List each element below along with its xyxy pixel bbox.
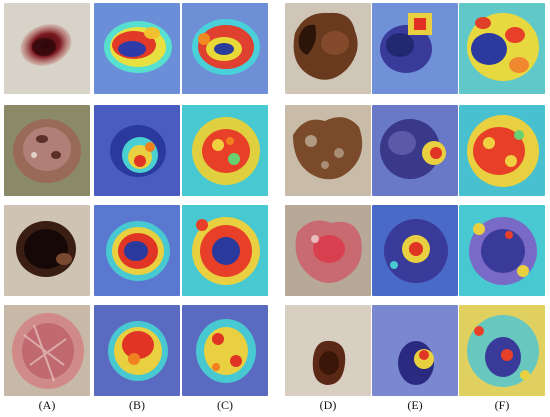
- lesion-image: [4, 3, 90, 94]
- lesion-image: [285, 305, 371, 396]
- panel-r3-a-dermoscopy: [4, 205, 90, 296]
- panel-r1-e-heatmap: [372, 3, 458, 94]
- panel-r3-b-heatmap: [94, 205, 180, 296]
- heatmap-image: [372, 3, 458, 94]
- heatmap-image: [459, 305, 545, 396]
- column-label-text: (E): [407, 398, 423, 412]
- lesion-image: [285, 205, 371, 296]
- heatmap-image: [459, 205, 545, 296]
- heatmap-image: [372, 105, 458, 196]
- lesion-image: [4, 105, 90, 196]
- panel-r3-d-dermoscopy: [285, 205, 371, 296]
- column-label-c: (C): [182, 398, 268, 412]
- panel-r1-f-heatmap: [459, 3, 545, 94]
- panel-r1-a-dermoscopy: [4, 3, 90, 94]
- heatmap-image: [94, 3, 180, 94]
- heatmap-image: [372, 305, 458, 396]
- heatmap-image: [182, 205, 268, 296]
- column-label-d: (D): [285, 398, 371, 412]
- heatmap-image: [94, 105, 180, 196]
- column-label-text: (B): [129, 398, 145, 412]
- lesion-image: [285, 3, 371, 94]
- heatmap-image: [182, 305, 268, 396]
- panel-r4-f-heatmap: [459, 305, 545, 396]
- lesion-image: [4, 205, 90, 296]
- panel-r4-b-heatmap: [94, 305, 180, 396]
- panel-r3-f-heatmap: [459, 205, 545, 296]
- heatmap-image: [182, 105, 268, 196]
- heatmap-image: [372, 205, 458, 296]
- column-label-text: (F): [494, 398, 510, 412]
- column-label-b: (B): [94, 398, 180, 412]
- lesion-image: [285, 105, 371, 196]
- heatmap-image: [459, 3, 545, 94]
- panel-r3-c-heatmap: [182, 205, 268, 296]
- panel-r4-e-heatmap: [372, 305, 458, 396]
- panel-r4-d-dermoscopy: [285, 305, 371, 396]
- panel-r4-a-dermoscopy: [4, 305, 90, 396]
- panel-r2-b-heatmap: [94, 105, 180, 196]
- lesion-image: [4, 305, 90, 396]
- column-label-text: (A): [38, 398, 56, 412]
- heatmap-image: [94, 305, 180, 396]
- panel-r1-d-dermoscopy: [285, 3, 371, 94]
- panel-r3-e-heatmap: [372, 205, 458, 296]
- panel-r1-c-heatmap: [182, 3, 268, 94]
- heatmap-image: [459, 105, 545, 196]
- panel-r2-f-heatmap: [459, 105, 545, 196]
- column-label-f: (F): [459, 398, 545, 412]
- panel-r2-c-heatmap: [182, 105, 268, 196]
- panel-r2-d-dermoscopy: [285, 105, 371, 196]
- heatmap-image: [182, 3, 268, 94]
- panel-r4-c-heatmap: [182, 305, 268, 396]
- panel-r1-b-heatmap: [94, 3, 180, 94]
- column-label-e: (E): [372, 398, 458, 412]
- column-label-a: (A): [4, 398, 90, 412]
- panel-r2-a-dermoscopy: [4, 105, 90, 196]
- heatmap-image: [94, 205, 180, 296]
- column-label-text: (C): [217, 398, 233, 412]
- column-label-text: (D): [319, 398, 337, 412]
- panel-r2-e-heatmap: [372, 105, 458, 196]
